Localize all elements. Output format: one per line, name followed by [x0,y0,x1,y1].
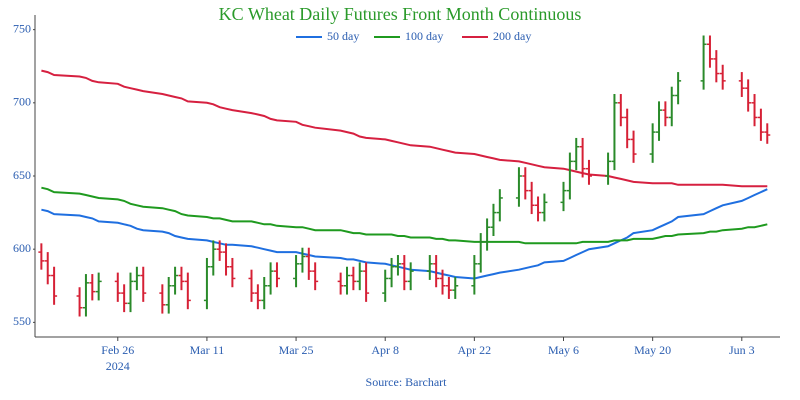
moving-average-line [41,188,768,280]
x-tick-label: Apr 8 [371,343,399,357]
y-tick-label: 700 [13,95,31,109]
moving-average-line [41,69,768,188]
y-tick-label: 650 [13,168,31,182]
x-tick-label: May 20 [634,343,671,357]
y-tick-label: 600 [13,241,31,255]
y-tick-label: 550 [13,314,31,328]
moving-average-line [41,186,768,245]
x-tick-label: May 6 [548,343,579,357]
legend-label: 200 day [493,29,531,43]
x-tick-label: Mar 25 [279,343,314,357]
source-note: Source: Barchart [366,375,448,389]
x-tick-label: Jun 3 [729,343,755,357]
x-tick-label: Apr 22 [458,343,492,357]
x-tick-sublabel: 2024 [106,359,130,373]
y-tick-label: 750 [13,21,31,35]
legend-label: 50 day [327,29,359,43]
x-tick-label: Feb 26 [101,343,134,357]
legend-label: 100 day [405,29,443,43]
x-tick-label: Mar 11 [190,343,225,357]
chart-title: KC Wheat Daily Futures Front Month Conti… [219,4,582,24]
